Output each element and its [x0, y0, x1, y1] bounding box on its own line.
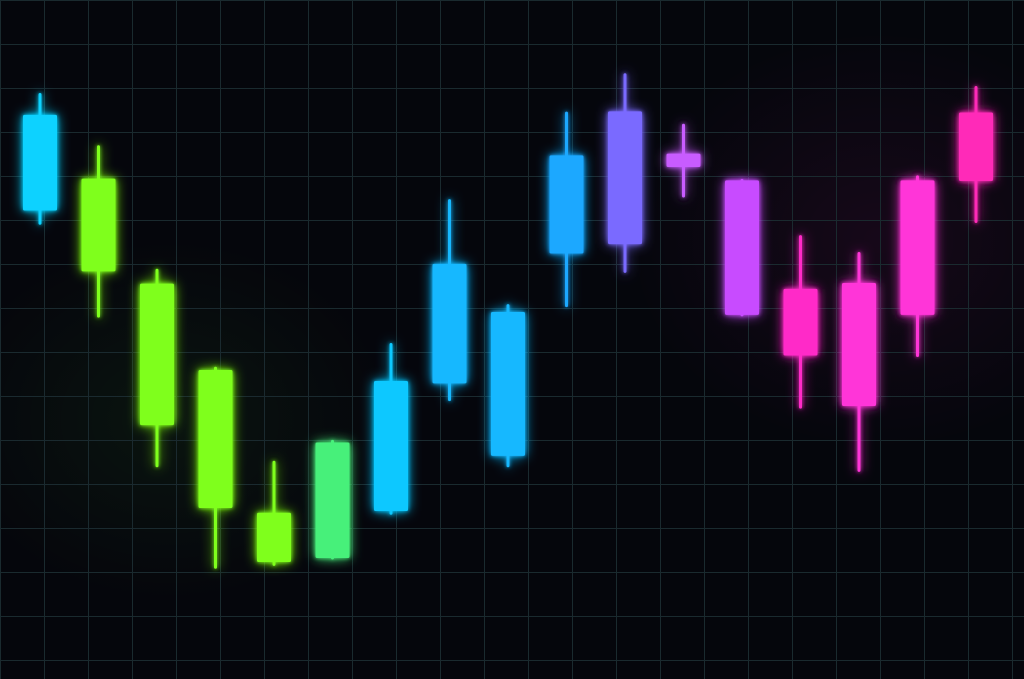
candle-16	[900, 175, 935, 358]
candle-body	[81, 178, 116, 272]
candle-6	[315, 439, 350, 560]
candle-11	[608, 73, 642, 273]
candle-body	[198, 370, 233, 509]
candle-1	[23, 93, 57, 225]
candle-17	[959, 86, 993, 224]
candle-body	[491, 312, 525, 456]
candle-body	[549, 155, 584, 254]
candle-body	[783, 288, 818, 356]
candle-13	[725, 178, 759, 317]
candle-15	[842, 251, 876, 472]
candle-body	[374, 381, 408, 511]
candle-14	[783, 235, 818, 409]
candle-body	[959, 112, 993, 181]
candle-5	[257, 460, 291, 566]
candle-12	[666, 123, 701, 198]
candle-body	[725, 180, 759, 315]
candle-3	[140, 268, 174, 468]
candle-body	[900, 180, 935, 315]
candle-body	[666, 153, 701, 168]
candle-body	[608, 111, 642, 245]
candle-7	[374, 343, 408, 515]
candles	[23, 73, 993, 569]
candle-9	[491, 304, 525, 468]
candle-8	[432, 199, 467, 402]
candle-body	[140, 283, 174, 426]
candle-body	[257, 512, 291, 562]
candle-4	[198, 366, 233, 569]
candle-2	[81, 145, 116, 318]
candle-body	[842, 283, 876, 406]
candle-10	[549, 111, 584, 308]
candle-body	[432, 263, 467, 384]
candle-body	[315, 442, 350, 558]
candle-body	[23, 114, 57, 211]
